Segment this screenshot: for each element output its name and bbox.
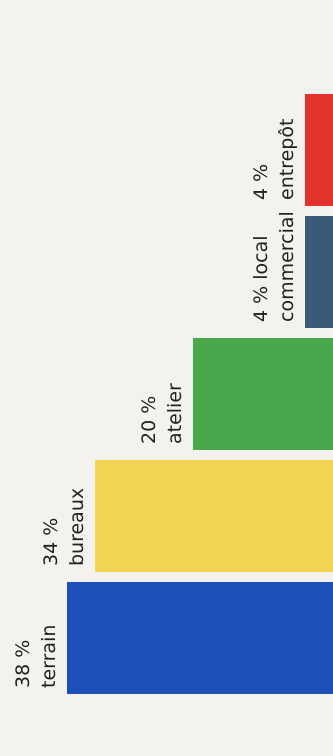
bar-label-local-commercial-0: 4 % local (250, 236, 272, 323)
bar-label-local-commercial-1: commercial (276, 211, 298, 322)
bar-label-bureaux-0: 34 % (40, 518, 62, 566)
bar-label-terrain-0: 38 % (12, 640, 34, 688)
bar-label-atelier-0: 20 % (138, 396, 160, 444)
bar-entrepôt (305, 94, 333, 206)
bar-atelier (193, 338, 333, 450)
bar-label-atelier-1: atelier (164, 383, 186, 444)
bar-label-bureaux-1: bureaux (66, 488, 88, 566)
bar-local-commercial (305, 216, 333, 328)
bar-terrain (67, 582, 333, 694)
bar-label-terrain-1: terrain (38, 625, 60, 688)
bar-label-entrepôt-1: entrepôt (276, 119, 298, 200)
bar-label-entrepôt-0: 4 % (250, 164, 272, 200)
bar-group: 38 % terrain 34 % bureaux 20 % atelier 4 % loc… (12, 94, 333, 694)
bar-bureaux (95, 460, 333, 572)
